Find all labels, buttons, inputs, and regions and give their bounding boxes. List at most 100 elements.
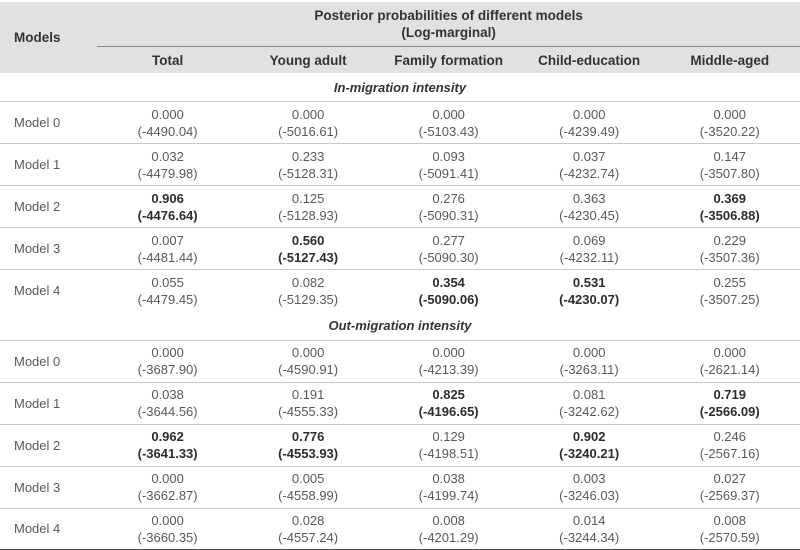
table-title-line1: Posterior probabilities of different mod… [314, 8, 583, 23]
probability-value: 0.560 [291, 232, 325, 248]
probability-value: 0.000 [713, 345, 746, 360]
log-marginal-value: (-3506.88) [699, 207, 760, 223]
log-marginal-value: (-4230.45) [559, 207, 620, 223]
model-label: Model 2 [0, 423, 98, 466]
probability-value: 0.233 [291, 148, 325, 164]
section-row-out-migration: Out-migration intensity [0, 312, 800, 341]
table-cell: 0.082 (-5129.35) [237, 269, 379, 312]
log-marginal-value: (-4201.29) [418, 529, 479, 545]
table-cell: 0.000 (-5103.43) [378, 101, 519, 144]
table-cell: 0.007 (-4481.44) [97, 227, 238, 270]
table-cell: 0.000 (-4213.39) [378, 339, 519, 382]
probability-value: 0.147 [713, 148, 746, 164]
probability-value: 0.000 [151, 345, 184, 360]
table-cell: 0.531 (-4230.07) [518, 269, 660, 312]
table-cell: 0.000 (-4239.49) [518, 101, 660, 144]
log-marginal-value: (-4199.74) [418, 488, 479, 503]
probability-value: 0.000 [432, 106, 465, 122]
table-cell: 0.055 (-4479.45) [97, 269, 238, 312]
probability-value: 0.081 [572, 387, 606, 402]
probability-value: 0.008 [713, 512, 746, 528]
table-cell: 0.902 (-3240.21) [518, 423, 660, 466]
log-marginal-value: (-4557.24) [278, 529, 339, 545]
table-body: In-migration intensity Model 0 0.000 (-44… [0, 73, 800, 550]
probability-value: 0.277 [432, 232, 465, 248]
log-marginal-value: (-2567.16) [699, 446, 760, 461]
table-row: Model 0 0.000 (-3687.90) 0.000 (-4590.91) … [0, 339, 800, 382]
probability-value: 0.000 [713, 106, 746, 122]
log-marginal-value: (-4213.39) [418, 362, 479, 377]
section-title: Out-migration intensity [328, 318, 472, 333]
log-marginal-value: (-5090.06) [418, 291, 479, 307]
log-marginal-value: (-5090.30) [418, 249, 479, 265]
column-header-total: Total [97, 46, 238, 73]
log-marginal-value: (-3520.22) [699, 123, 760, 139]
table-cell: 0.229 (-3507.36) [659, 227, 800, 270]
table-cell: 0.032 (-4479.98) [97, 143, 238, 186]
table-cell: 0.081 (-3242.62) [518, 381, 660, 424]
probability-value: 0.363 [572, 190, 606, 206]
probability-value: 0.038 [432, 471, 465, 486]
probability-value: 0.000 [151, 471, 184, 486]
table-cell: 0.008 (-2570.59) [659, 507, 800, 550]
table-cell: 0.000 (-3687.90) [97, 339, 238, 382]
probability-value: 0.008 [432, 512, 465, 528]
table-row: Model 4 0.000 (-3660.35) 0.028 (-4557.24) … [0, 507, 800, 550]
log-marginal-value: (-4481.44) [137, 249, 198, 265]
log-marginal-value: (-5129.35) [278, 291, 339, 307]
probability-value: 0.902 [572, 429, 606, 444]
table-row: Model 1 0.032 (-4479.98) 0.233 (-5128.31) … [0, 143, 800, 186]
table-row: Model 0 0.000 (-4490.04) 0.000 (-5016.61) … [0, 101, 800, 144]
probability-value: 0.000 [572, 345, 606, 360]
probability-value: 0.014 [572, 512, 606, 528]
table-row: Model 4 0.055 (-4479.45) 0.082 (-5129.35) … [0, 269, 800, 312]
table-cell: 0.000 (-3660.35) [97, 507, 238, 550]
column-header-middle-aged: Middle-aged [659, 46, 800, 73]
probability-value: 0.000 [291, 345, 325, 360]
log-marginal-value: (-2570.59) [699, 529, 760, 545]
probability-value: 0.962 [151, 429, 184, 444]
table-cell: 0.255 (-3507.25) [659, 269, 800, 312]
probability-value: 0.776 [291, 429, 325, 444]
log-marginal-value: (-5090.31) [418, 207, 479, 223]
table-cell: 0.719 (-2566.09) [659, 381, 800, 424]
probability-value: 0.003 [572, 471, 606, 486]
table-cell: 0.008 (-4201.29) [378, 507, 519, 550]
probability-value: 0.229 [713, 232, 746, 248]
log-marginal-value: (-4590.91) [278, 362, 339, 377]
header-row-columns: Total Young adult Family formation Child… [0, 46, 800, 73]
log-marginal-value: (-3246.03) [559, 488, 620, 503]
probability-value: 0.000 [432, 345, 465, 360]
table-cell: 0.129 (-4198.51) [378, 423, 519, 466]
probability-value: 0.055 [151, 274, 184, 290]
probability-value: 0.246 [713, 429, 746, 444]
table-cell: 0.000 (-3520.22) [659, 101, 800, 144]
log-marginal-value: (-3240.21) [559, 446, 620, 461]
log-marginal-value: (-4230.07) [559, 291, 620, 307]
probability-value: 0.125 [291, 190, 325, 206]
probability-value: 0.005 [291, 471, 325, 486]
table-cell: 0.369 (-3506.88) [659, 185, 800, 228]
column-header-family-formation: Family formation [378, 46, 519, 73]
probability-value: 0.255 [713, 274, 746, 290]
table-cell: 0.014 (-3244.34) [518, 507, 660, 550]
log-marginal-value: (-4232.74) [559, 165, 620, 181]
model-label: Model 3 [0, 227, 98, 270]
log-marginal-value: (-3507.80) [699, 165, 760, 181]
probability-value: 0.825 [432, 387, 465, 402]
table-cell: 0.027 (-2569.37) [659, 465, 800, 508]
log-marginal-value: (-2566.09) [699, 404, 760, 419]
log-marginal-value: (-3644.56) [137, 404, 198, 419]
probability-value: 0.032 [151, 148, 184, 164]
model-label: Model 1 [0, 143, 98, 186]
log-marginal-value: (-5127.43) [278, 249, 339, 265]
table-cell: 0.000 (-3263.11) [518, 339, 660, 382]
log-marginal-value: (-3687.90) [137, 362, 198, 377]
log-marginal-value: (-5091.41) [418, 165, 479, 181]
column-header-young-adult: Young adult [237, 46, 379, 73]
model-label: Model 1 [0, 381, 98, 424]
table-cell: 0.038 (-4199.74) [378, 465, 519, 508]
log-marginal-value: (-3242.62) [559, 404, 620, 419]
